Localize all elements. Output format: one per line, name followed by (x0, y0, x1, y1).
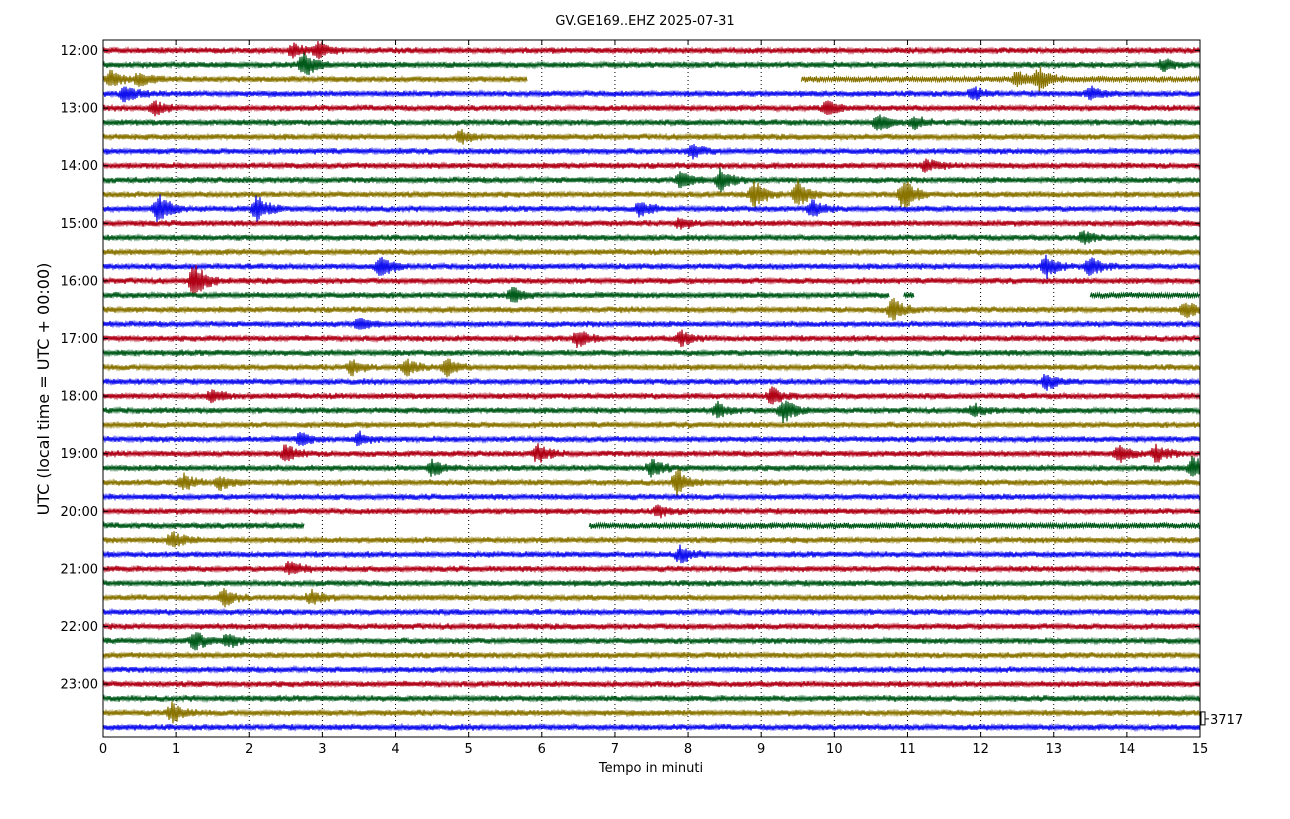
y-tick-label: 12:00 (61, 44, 98, 59)
scale-label: 3717 (1210, 713, 1243, 728)
seismic-trace (102, 144, 1201, 160)
x-axis-label: Tempo in minuti (598, 761, 703, 776)
seismic-trace (102, 129, 1201, 145)
x-tick-label: 4 (391, 742, 399, 757)
y-tick-label: 16:00 (61, 274, 98, 289)
scale-bar (1200, 711, 1206, 726)
y-tick-label: 20:00 (61, 505, 98, 520)
seismic-trace (102, 679, 1201, 689)
seismic-trace (102, 650, 1201, 661)
seismic-trace (102, 179, 1201, 210)
seismic-trace (102, 194, 1201, 223)
x-tick-label: 6 (538, 742, 546, 757)
seismic-trace (102, 430, 1201, 447)
seismic-trace (102, 85, 1201, 103)
x-tick-label: 1 (172, 742, 180, 757)
y-tick-label: 22:00 (61, 620, 98, 635)
seismic-trace (102, 247, 1201, 257)
seismic-trace (102, 544, 1201, 564)
seismic-trace (102, 114, 1201, 131)
seismic-trace (102, 400, 1201, 424)
seismic-trace (102, 373, 1201, 391)
seismic-trace (102, 297, 1201, 321)
seismic-trace (102, 443, 1201, 463)
plot-frame (102, 39, 1201, 738)
seismic-trace (102, 329, 1201, 349)
seismic-trace (102, 217, 1201, 230)
chart-title: GV.GE169..EHZ 2025-07-31 (555, 14, 734, 29)
y-tick-label: 17:00 (61, 332, 98, 347)
x-tick-label: 9 (757, 742, 765, 757)
x-tick-label: 0 (99, 742, 107, 757)
seismic-trace (102, 469, 1201, 499)
seismic-trace (102, 100, 1201, 117)
seismic-trace (102, 531, 1201, 548)
seismic-trace (102, 632, 1201, 651)
seismic-trace (102, 358, 1201, 378)
x-tick-label: 5 (465, 742, 473, 757)
seismic-trace (102, 167, 1201, 193)
x-tick-label: 12 (972, 742, 989, 757)
seismic-trace (102, 520, 1200, 531)
y-tick-label: 18:00 (61, 390, 98, 405)
x-tick-label: 2 (245, 742, 253, 757)
seismic-trace (102, 40, 1201, 60)
seismic-trace (102, 230, 1201, 245)
seismic-trace (102, 317, 1201, 330)
seismic-trace (102, 621, 1201, 632)
seismic-trace (102, 693, 1201, 704)
seismic-trace (102, 52, 1201, 76)
seismic-trace (102, 578, 1201, 589)
seismic-trace (102, 561, 1201, 575)
seismic-trace (102, 287, 1200, 303)
seismic-trace (102, 420, 1201, 430)
x-tick-label: 14 (1119, 742, 1136, 757)
seismic-trace (102, 386, 1201, 405)
x-tick-label: 8 (684, 742, 692, 757)
seismic-trace (102, 67, 1200, 93)
y-tick-label: 19:00 (61, 447, 98, 462)
seismic-trace (102, 264, 1201, 294)
y-tick-label: 14:00 (61, 159, 98, 174)
y-axis-label: UTC (local time = UTC + 00:00) (34, 263, 53, 516)
seismic-trace (102, 701, 1201, 724)
x-tick-label: 10 (826, 742, 843, 757)
seismic-trace (102, 456, 1201, 478)
x-tick-label: 11 (899, 742, 916, 757)
y-tick-label: 13:00 (61, 102, 98, 117)
seismic-trace (102, 254, 1201, 280)
x-tick-label: 3 (318, 742, 326, 757)
seismic-trace (102, 722, 1201, 733)
seismic-trace (102, 504, 1201, 519)
seismic-trace (102, 348, 1201, 358)
seismic-trace (102, 607, 1201, 617)
seismic-trace (102, 158, 1201, 173)
x-tick-label: 13 (1045, 742, 1062, 757)
x-tick-label: 7 (611, 742, 619, 757)
y-tick-label: 15:00 (61, 217, 98, 232)
y-tick-label: 23:00 (61, 678, 98, 693)
y-tick-label: 21:00 (61, 562, 98, 577)
seismic-trace (102, 587, 1201, 608)
seismic-trace (102, 664, 1201, 675)
x-tick-label: 15 (1192, 742, 1209, 757)
seismic-trace (102, 492, 1201, 502)
